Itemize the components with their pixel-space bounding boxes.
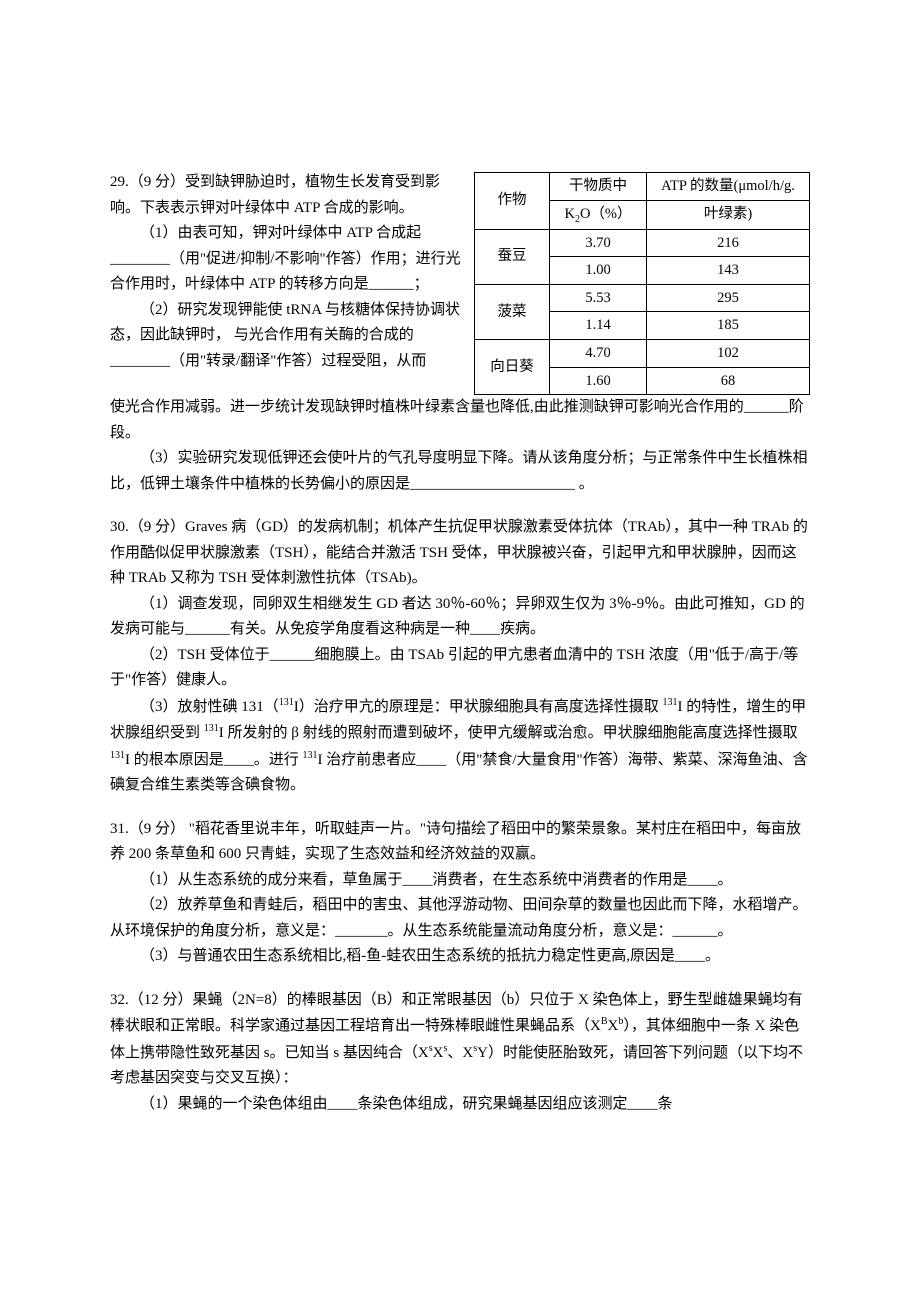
q31-p1: （1）从生态系统的成分来看，草鱼属于____消费者，在生态系统中消费者的作用是_… <box>110 868 810 894</box>
th-k2o-l2: K2O（%） <box>550 200 647 229</box>
atp-1b: 185 <box>647 312 810 340</box>
k2o-0a: 3.70 <box>550 229 647 257</box>
q29-p3: （3）实验研究发现低钾还会使叶片的气孔导度明显下降。请从该角度分析；与正常条件中… <box>110 446 810 497</box>
k2o-1b: 1.14 <box>550 312 647 340</box>
crop-2: 向日葵 <box>475 340 550 395</box>
question-31: 31.（9 分） "稻花香里说丰年，听取蛙声一片。"诗句描绘了稻田中的繁荣景象。… <box>110 817 810 970</box>
q30-p3: （3）放射性碘 131（131I）治疗甲亢的原理是：甲状腺细胞具有高度选择性摄取… <box>110 694 810 799</box>
atp-0b: 143 <box>647 257 810 285</box>
th-k2o-l1: 干物质中 <box>550 173 647 201</box>
crop-1: 菠菜 <box>475 284 550 339</box>
crop-0: 蚕豆 <box>475 229 550 284</box>
th-atp-l1: ATP 的数量(μmol/h/g. <box>647 173 810 201</box>
atp-2b: 68 <box>647 367 810 395</box>
question-30: 30.（9 分）Graves 病（GD）的发病机制；机体产生抗促甲状腺激素受体抗… <box>110 515 810 799</box>
q32-header: 32.（12 分）果蝇（2N=8）的棒眼基因（B）和正常眼基因（b）只位于 X … <box>110 988 810 1092</box>
q32-p1: （1）果蝇的一个染色体组由____条染色体组成，研究果蝇基因组应该测定____条 <box>110 1092 810 1118</box>
th-crop: 作物 <box>475 173 550 230</box>
question-29: 作物 干物质中 ATP 的数量(μmol/h/g. K2O（%） 叶绿素) 蚕豆… <box>110 170 810 497</box>
k2o-1a: 5.53 <box>550 284 647 312</box>
th-atp-l2: 叶绿素) <box>647 200 810 229</box>
k2o-2a: 4.70 <box>550 340 647 368</box>
q30-header: 30.（9 分）Graves 病（GD）的发病机制；机体产生抗促甲状腺激素受体抗… <box>110 515 810 592</box>
question-32: 32.（12 分）果蝇（2N=8）的棒眼基因（B）和正常眼基因（b）只位于 X … <box>110 988 810 1118</box>
atp-1a: 295 <box>647 284 810 312</box>
atp-2a: 102 <box>647 340 810 368</box>
q30-p1: （1）调查发现，同卵双生相继发生 GD 者达 30％-60％；异卵双生仅为 3％… <box>110 592 810 643</box>
q30-p2: （2）TSH 受体位于______细胞膜上。由 TSAb 引起的甲亢患者血清中的… <box>110 643 810 694</box>
q29-p2b: 使光合作用减弱。进一步统计发现缺钾时植株叶绿素含量也降低,由此推测缺钾可影响光合… <box>110 395 810 446</box>
q31-p3: （3）与普通农田生态系统相比,稻-鱼-蛙农田生态系统的抵抗力稳定性更高,原因是_… <box>110 944 810 970</box>
q31-header: 31.（9 分） "稻花香里说丰年，听取蛙声一片。"诗句描绘了稻田中的繁荣景象。… <box>110 817 810 868</box>
q29-data-table: 作物 干物质中 ATP 的数量(μmol/h/g. K2O（%） 叶绿素) 蚕豆… <box>474 172 810 395</box>
k2o-2b: 1.60 <box>550 367 647 395</box>
q31-p2: （2）放养草鱼和青蛙后，稻田中的害虫、其他浮游动物、田间杂草的数量也因此而下降，… <box>110 893 810 944</box>
atp-0a: 216 <box>647 229 810 257</box>
k2o-0b: 1.00 <box>550 257 647 285</box>
